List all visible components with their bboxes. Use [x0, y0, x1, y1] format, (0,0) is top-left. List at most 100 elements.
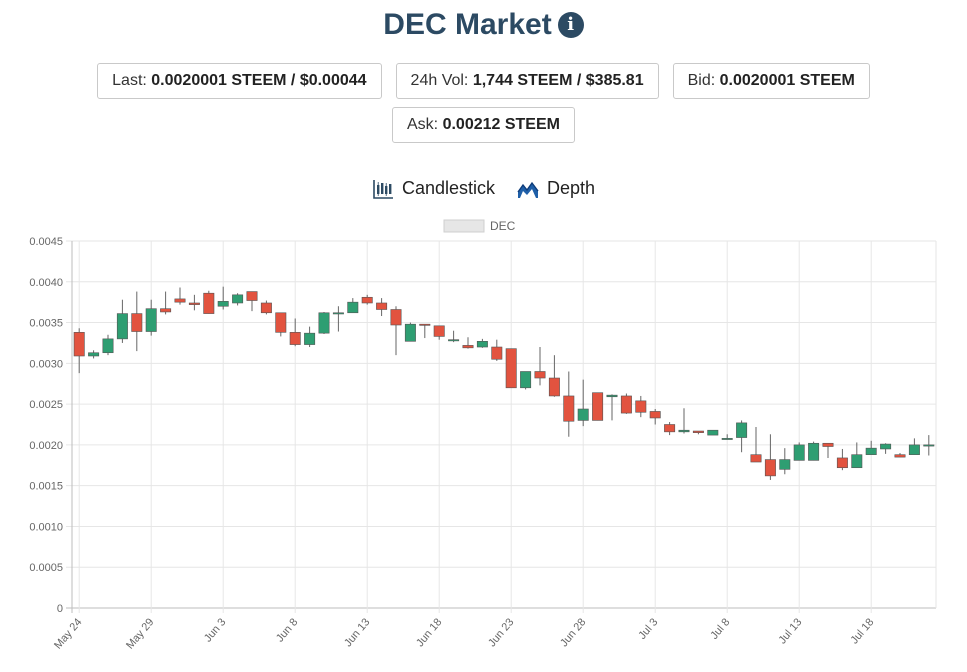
candle-body-down — [275, 312, 287, 333]
candle — [102, 334, 114, 356]
last-price-label: Last: — [112, 72, 147, 89]
y-tick-label: 0.0045 — [29, 236, 63, 248]
candle — [73, 328, 85, 374]
candle — [923, 435, 935, 456]
candle — [563, 371, 575, 437]
candle-body-up — [102, 338, 114, 354]
x-tick-label: Jul 18 — [848, 616, 876, 646]
candle-body-down — [131, 313, 143, 332]
candlestick-chart-icon — [373, 179, 393, 199]
y-tick-label: 0.0025 — [29, 399, 63, 411]
candle — [620, 393, 632, 414]
x-tick-label: Jun 28 — [558, 616, 588, 649]
candle-body-up — [88, 352, 100, 357]
candle-body-down — [289, 332, 301, 345]
x-tick-label: Jul 13 — [776, 616, 804, 646]
y-tick-label: 0.0035 — [29, 318, 63, 330]
candle — [88, 350, 100, 359]
candle — [736, 420, 748, 453]
candle-body-up — [880, 443, 892, 450]
candle — [275, 312, 287, 337]
candle — [390, 306, 402, 356]
candle — [376, 298, 388, 317]
candle — [793, 442, 805, 461]
area-chart-icon — [517, 181, 539, 198]
title-row: DEC Market i — [0, 8, 967, 42]
candle — [246, 291, 258, 312]
candle-body-up — [404, 323, 416, 342]
candle-body-down — [592, 392, 604, 421]
candle-body-down — [462, 345, 474, 349]
candle-body-down — [692, 430, 704, 433]
candle — [534, 347, 546, 386]
candle-body-down — [750, 454, 762, 463]
candlestick-chart: DEC 0 0.0005 0.0010 0.0015 0.0020 0.0025 0.003… — [29, 219, 937, 652]
candle-body-up — [520, 371, 532, 389]
tab-depth[interactable]: Depth — [517, 178, 595, 199]
candle — [836, 448, 848, 471]
candle — [361, 294, 373, 305]
candle — [721, 434, 733, 440]
x-tick-label: Jun 8 — [274, 616, 300, 644]
candle-body-up — [448, 339, 460, 342]
candle-body-down — [433, 325, 445, 337]
candle — [476, 338, 488, 348]
candle — [116, 299, 128, 343]
tab-candlestick[interactable]: Candlestick — [372, 178, 495, 199]
candle — [548, 355, 560, 397]
candle-body-up — [304, 332, 316, 345]
candle-body-up — [808, 442, 820, 461]
candle — [332, 306, 344, 332]
candle — [491, 339, 503, 361]
candle-body-down — [361, 296, 373, 304]
y-tick-label: 0.0040 — [29, 277, 63, 289]
candle — [750, 426, 762, 463]
x-tick-label: Jul 3 — [636, 616, 660, 642]
candle — [880, 443, 892, 454]
bid-stat: Bid: 0.0020001 STEEM — [672, 63, 870, 99]
y-tick-label: 0.0010 — [29, 521, 63, 533]
candle — [577, 379, 589, 427]
candle-body-down — [534, 371, 546, 379]
candle-body-up — [779, 459, 791, 470]
candle — [462, 337, 474, 349]
candle — [160, 291, 172, 315]
candle — [649, 409, 661, 425]
volume-label: 24h Vol: — [410, 72, 469, 89]
candle-body-down — [73, 332, 85, 357]
chart-grid — [66, 240, 937, 613]
candle-body-up — [332, 312, 344, 315]
candle-body-down — [822, 442, 834, 447]
candle — [678, 408, 690, 434]
last-price-value: 0.0020001 STEEM / $0.00044 — [151, 72, 367, 89]
candle — [145, 299, 157, 336]
candle-body-down — [246, 291, 258, 301]
info-icon[interactable]: i — [557, 12, 584, 38]
candle-body-down — [548, 377, 560, 397]
candle-body-down — [894, 454, 906, 458]
x-tick-label: May 29 — [124, 616, 156, 651]
candle-body-down — [491, 346, 503, 360]
candle — [232, 293, 244, 306]
candle-body-down — [563, 395, 575, 422]
volume-value: 1,744 STEEM / $385.81 — [472, 72, 644, 89]
candle — [764, 434, 776, 480]
y-tick-label: 0.0015 — [29, 481, 63, 493]
candles — [73, 286, 935, 480]
candle — [851, 442, 863, 469]
candle-body-up — [793, 444, 805, 461]
candle-body-up — [476, 341, 488, 348]
candle — [318, 311, 330, 334]
candle-body-up — [721, 438, 733, 440]
candle — [347, 298, 359, 314]
candle-body-up — [923, 444, 935, 447]
candle-body-down — [649, 411, 661, 419]
candle — [505, 348, 517, 389]
candle-body-up — [217, 301, 229, 307]
candle — [592, 392, 604, 421]
candle — [188, 294, 200, 311]
candle-body-up — [116, 313, 128, 340]
candle-body-down — [764, 459, 776, 477]
x-tick-label: Jul 8 — [708, 616, 732, 642]
candle-body-up — [678, 429, 690, 433]
